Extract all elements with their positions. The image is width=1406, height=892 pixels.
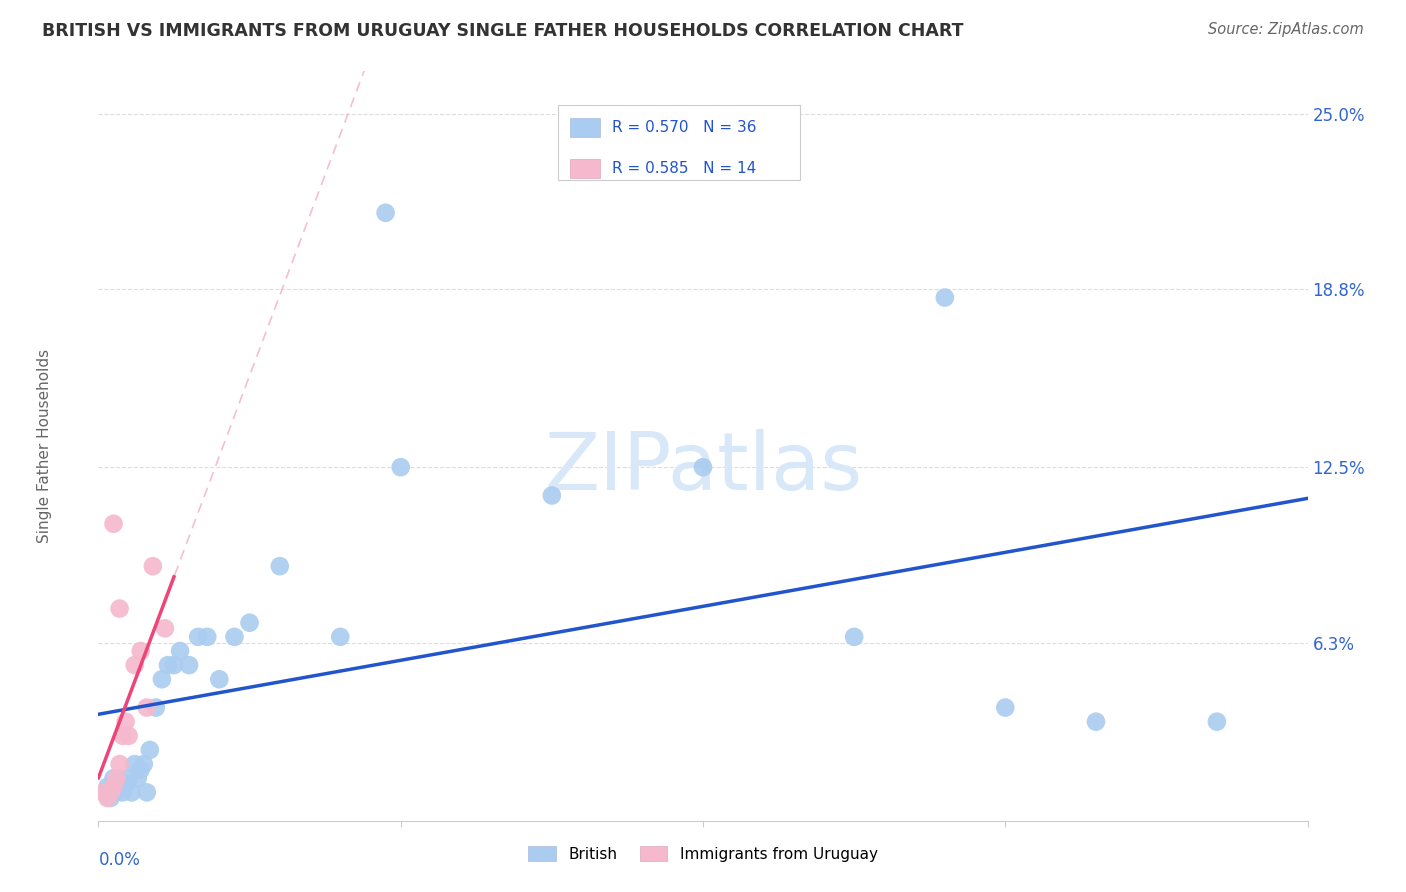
Point xyxy=(692,460,714,475)
Text: BRITISH VS IMMIGRANTS FROM URUGUAY SINGLE FATHER HOUSEHOLDS CORRELATION CHART: BRITISH VS IMMIGRANTS FROM URUGUAY SINGL… xyxy=(42,22,963,40)
Point xyxy=(150,673,173,687)
Legend: British, Immigrants from Uruguay: British, Immigrants from Uruguay xyxy=(520,838,886,869)
Point xyxy=(934,291,956,305)
Point xyxy=(208,673,231,687)
Point xyxy=(139,743,162,757)
Point xyxy=(145,700,167,714)
Point xyxy=(269,559,291,574)
Point xyxy=(100,791,122,805)
Point xyxy=(111,785,134,799)
Text: R = 0.570   N = 36: R = 0.570 N = 36 xyxy=(613,120,756,135)
Point xyxy=(124,757,146,772)
Point xyxy=(135,785,157,799)
Point xyxy=(1206,714,1229,729)
Point xyxy=(129,763,152,777)
Point xyxy=(124,658,146,673)
Point xyxy=(96,791,118,805)
Point xyxy=(103,516,125,531)
Point xyxy=(224,630,246,644)
Point xyxy=(1085,714,1108,729)
Point xyxy=(994,700,1017,714)
Point xyxy=(389,460,412,475)
FancyBboxPatch shape xyxy=(558,105,800,180)
Point xyxy=(132,757,155,772)
Point xyxy=(108,757,131,772)
Point xyxy=(239,615,262,630)
Text: Source: ZipAtlas.com: Source: ZipAtlas.com xyxy=(1208,22,1364,37)
Point xyxy=(163,658,186,673)
Point xyxy=(135,700,157,714)
Text: Single Father Households: Single Father Households xyxy=(37,349,52,543)
Point xyxy=(121,785,143,799)
Point xyxy=(187,630,209,644)
Point xyxy=(93,785,115,799)
Point xyxy=(142,559,165,574)
Point xyxy=(114,714,136,729)
Point xyxy=(540,488,562,502)
Point xyxy=(111,729,134,743)
Point xyxy=(108,780,131,794)
Point xyxy=(153,621,176,635)
Point xyxy=(96,780,118,794)
Point xyxy=(100,785,122,799)
Bar xyxy=(569,160,600,178)
Point xyxy=(105,785,128,799)
Text: R = 0.585   N = 14: R = 0.585 N = 14 xyxy=(613,161,756,177)
Point xyxy=(114,777,136,791)
Point xyxy=(169,644,191,658)
Text: 0.0%: 0.0% xyxy=(98,851,141,869)
Point xyxy=(108,601,131,615)
Point xyxy=(93,785,115,799)
Point xyxy=(105,771,128,785)
Bar xyxy=(569,119,600,137)
Point xyxy=(844,630,866,644)
Point xyxy=(179,658,201,673)
Point xyxy=(118,771,141,785)
Text: ZIPatlas: ZIPatlas xyxy=(544,429,862,508)
Point xyxy=(118,729,141,743)
Point xyxy=(374,205,396,219)
Point xyxy=(103,771,125,785)
Point xyxy=(156,658,179,673)
Point xyxy=(103,780,125,794)
Point xyxy=(195,630,218,644)
Point xyxy=(129,644,152,658)
Point xyxy=(329,630,352,644)
Point xyxy=(127,771,149,785)
